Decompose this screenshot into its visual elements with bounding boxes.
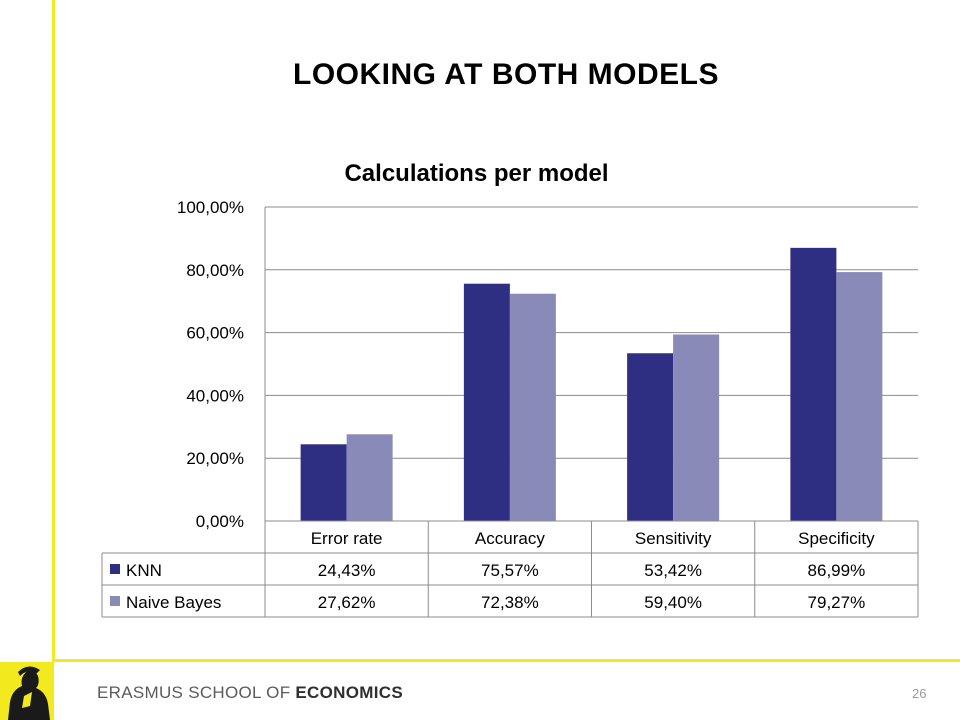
y-tick-label: 60,00% bbox=[186, 324, 244, 343]
footer-institution: ERASMUS SCHOOL OF ECONOMICS bbox=[97, 683, 403, 703]
bar-1-3 bbox=[836, 272, 883, 521]
y-tick-label: 100,00% bbox=[177, 198, 244, 217]
y-tick-label: 20,00% bbox=[186, 449, 244, 468]
data-label: 75,57% bbox=[481, 561, 539, 580]
erasmus-logo-icon bbox=[0, 662, 54, 720]
footer-bold: ECONOMICS bbox=[295, 683, 403, 702]
y-tick-label: 0,00% bbox=[196, 512, 244, 531]
bar-0-1 bbox=[463, 283, 510, 521]
data-label: 27,62% bbox=[318, 593, 376, 612]
x-category-label: Error rate bbox=[311, 529, 383, 548]
bar-0-3 bbox=[790, 247, 837, 522]
x-category-label: Specificity bbox=[798, 529, 875, 548]
slide-title: LOOKING AT BOTH MODELS bbox=[293, 58, 719, 91]
bar-chart: Calculations per model 0,00% 20,00% 40,00% 6… bbox=[101, 160, 919, 618]
legend-swatch-0 bbox=[110, 564, 120, 574]
y-tick-label: 40,00% bbox=[186, 386, 244, 405]
bar-1-1 bbox=[509, 293, 556, 521]
y-tick-label: 80,00% bbox=[186, 261, 244, 280]
bar-0-0 bbox=[300, 444, 347, 521]
x-category-label: Accuracy bbox=[475, 529, 545, 548]
legend-swatch-1 bbox=[110, 596, 120, 606]
chart-title: Calculations per model bbox=[344, 160, 608, 187]
bar-0-2 bbox=[627, 353, 674, 521]
footer-prefix: ERASMUS SCHOOL OF bbox=[97, 683, 296, 702]
bar-1-2 bbox=[673, 334, 720, 521]
data-label: 24,43% bbox=[318, 561, 376, 580]
data-label: 79,27% bbox=[808, 593, 866, 612]
data-label: 53,42% bbox=[644, 561, 702, 580]
bar-1-0 bbox=[346, 434, 393, 521]
data-label: 86,99% bbox=[808, 561, 866, 580]
legend-label: Naive Bayes bbox=[126, 593, 221, 612]
data-label: 72,38% bbox=[481, 593, 539, 612]
left-accent-rule bbox=[52, 0, 55, 662]
page-number: 26 bbox=[912, 686, 927, 701]
footer-accent-rule bbox=[52, 659, 960, 662]
data-label: 59,40% bbox=[644, 593, 702, 612]
x-category-label: Sensitivity bbox=[635, 529, 712, 548]
legend-label: KNN bbox=[126, 561, 162, 580]
